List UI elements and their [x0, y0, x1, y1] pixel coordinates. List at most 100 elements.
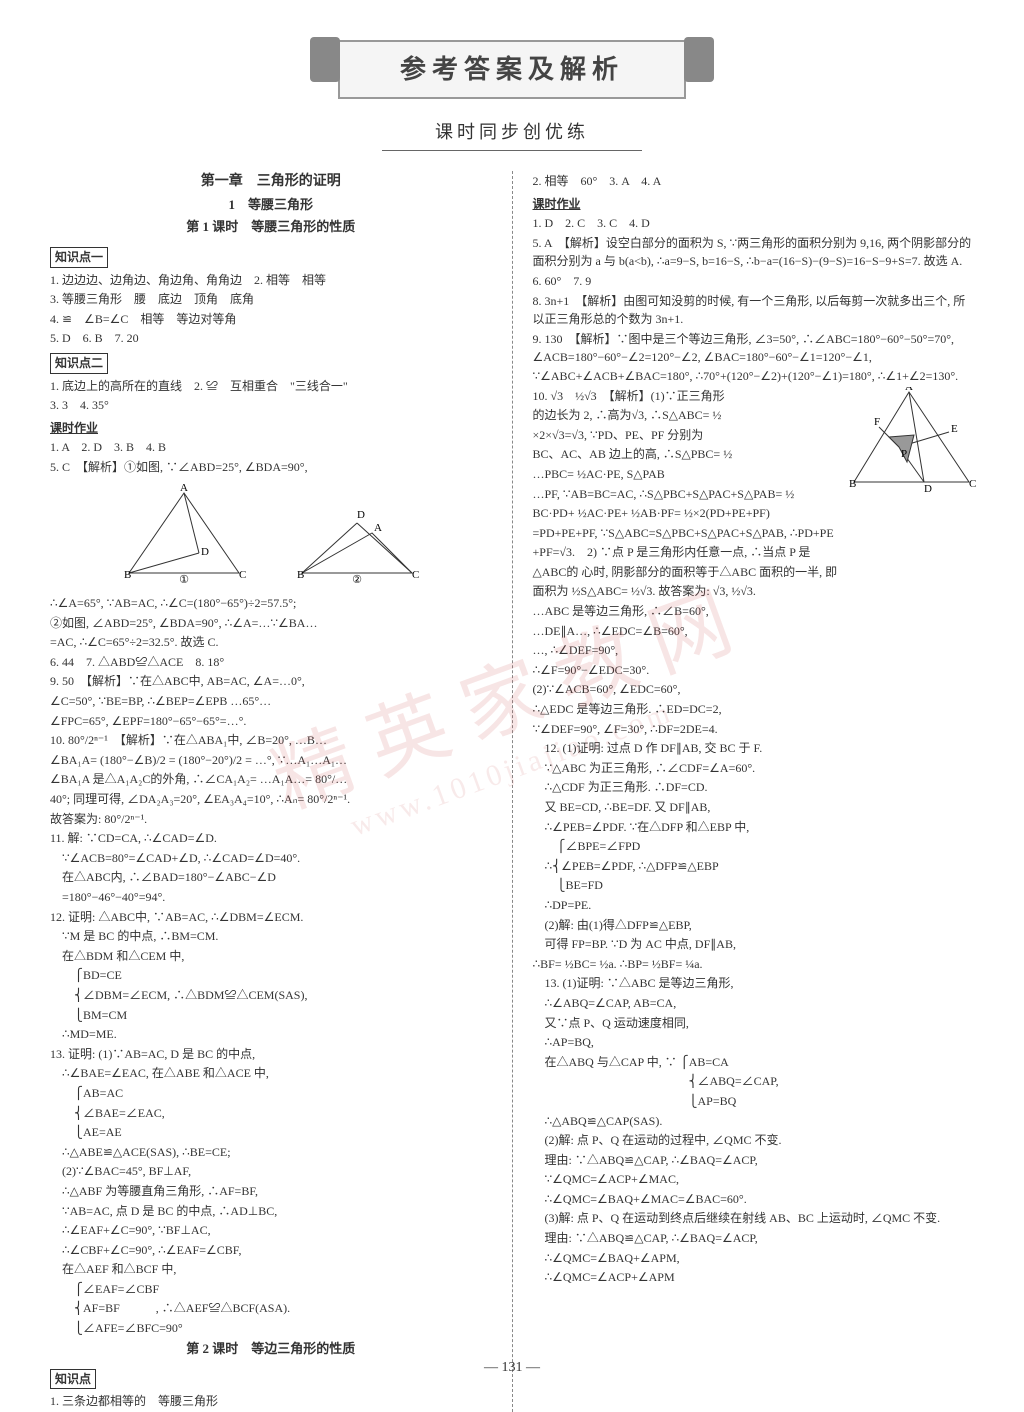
- answer-line: ⎩BE=FD: [533, 876, 975, 895]
- answer-line: ∴∠QMC=∠ACP+∠APM: [533, 1268, 975, 1287]
- answer-line: ∴BF= ½BC= ½a. ∴BP= ½BF= ¼a.: [533, 955, 975, 974]
- answer-line: ∴△ABF 为等腰直角三角形, ∴AF=BF,: [50, 1182, 492, 1201]
- svg-text:A: A: [374, 522, 382, 534]
- answer-line: +PF=√3. 2) ∵点 P 是三角形内任意一点, ∴当点 P 是: [533, 543, 975, 562]
- svg-text:B: B: [849, 478, 856, 490]
- answer-line: △ABC的 心时, 阴影部分的面积等于△ABC 面积的一半, 即: [533, 563, 975, 582]
- answer-line: (2)∵∠BAC=45°, BF⊥AF,: [50, 1162, 492, 1181]
- svg-text:P: P: [901, 448, 907, 460]
- answer-line: ∴△EDC 是等边三角形. ∴ED=DC=2,: [533, 700, 975, 719]
- answer-line: ⎩AE=AE: [50, 1123, 492, 1142]
- answer-line: ∴△CDF 为正三角形. ∴DF=CD.: [533, 778, 975, 797]
- answer-line: 40°; 同理可得, ∠DA₂A₃=20°, ∠EA₃A₄=10°, ∴Aₙ= …: [50, 790, 492, 809]
- banner: 参考答案及解析: [0, 0, 1024, 109]
- svg-text:E: E: [951, 423, 958, 435]
- right-column: 2. 相等 60° 3. A 4. A 课时作业 1. D 2. C 3. C …: [533, 171, 975, 1412]
- answer-line: 1. D 2. C 3. C 4. D: [533, 214, 975, 233]
- answer-line: 8. 3n+1 【解析】由图可知没剪的时候, 有一个三角形, 以后每剪一次就多出…: [533, 292, 975, 329]
- lesson1-title: 第 1 课时 等腰三角形的性质: [50, 217, 492, 237]
- answer-line: ②如图, ∠ABD=25°, ∠BDA=90°, ∴∠A=…∵∠BA…: [50, 614, 492, 633]
- answer-line: ∠BA₁A= (180°−∠B)/2 = (180°−20°)/2 = …°, …: [50, 751, 492, 770]
- answer-line: ∴∠QMC=∠BAQ+∠MAC=∠BAC=60°.: [533, 1190, 975, 1209]
- answer-line: 6. 60° 7. 9: [533, 272, 975, 291]
- answer-line: (2)解: 点 P、Q 在运动的过程中, ∠QMC 不变.: [533, 1131, 975, 1150]
- answer-line: ⎩∠AFE=∠BFC=90°: [50, 1319, 492, 1338]
- answer-line: 1. A 2. D 3. B 4. B: [50, 438, 492, 457]
- answer-line: 3. 3 4. 35°: [50, 396, 492, 415]
- answer-line: ∴△ABQ≌△CAP(SAS).: [533, 1112, 975, 1131]
- answer-line: 理由: ∵△ABQ≌△CAP, ∴∠BAQ=∠ACP,: [533, 1229, 975, 1248]
- triangle-diagram-3: A B C D E F P: [839, 387, 979, 497]
- answer-line: (3)解: 点 P、Q 在运动到终点后继续在射线 AB、BC 上运动时, ∠QM…: [533, 1209, 975, 1228]
- svg-text:A: A: [905, 387, 913, 393]
- answer-line: ∵∠QMC=∠ACP+∠MAC,: [533, 1170, 975, 1189]
- answer-line: …DE∥A…, ∴∠EDC=∠B=60°,: [533, 622, 975, 641]
- answer-line: ∴∠CBF+∠C=90°, ∴∠EAF=∠CBF,: [50, 1241, 492, 1260]
- answer-line: 12. 证明: △ABC中, ∵AB=AC, ∴∠DBM=∠ECM.: [50, 908, 492, 927]
- page-number: — 131 —: [0, 1357, 1024, 1378]
- answer-line: ∠C=50°, ∵BE=BP, ∴∠BEP=∠EPB …65°…: [50, 692, 492, 711]
- answer-line: ∴⎨∠PEB=∠PDF, ∴△DFP≌△EBP: [533, 857, 975, 876]
- answer-line: 1. 边边边、边角边、角边角、角角边 2. 相等 相等: [50, 271, 492, 290]
- homework-title: 课时作业: [533, 195, 975, 214]
- answer-line: ∵AB=AC, 点 D 是 BC 的中点, ∴AD⊥BC,: [50, 1202, 492, 1221]
- answer-line: ∴∠F=90°−∠EDC=30°.: [533, 661, 975, 680]
- svg-text:D: D: [357, 509, 365, 521]
- answer-line: =PD+PE+PF, ∵S△ABC=S△PBC+S△PAC+S△PAB, ∴PD…: [533, 524, 975, 543]
- answer-line: ∴∠QMC=∠BAQ+∠APM,: [533, 1249, 975, 1268]
- answer-line: ∴∠BAE=∠EAC, 在△ABE 和△ACE 中,: [50, 1064, 492, 1083]
- svg-text:F: F: [874, 416, 880, 428]
- answer-line: ∵∠ACB=80°=∠CAD+∠D, ∴∠CAD=∠D=40°.: [50, 849, 492, 868]
- svg-text:①: ①: [179, 574, 189, 583]
- answer-line: 9. 50 【解析】∵在△ABC中, AB=AC, ∠A=…0°,: [50, 672, 492, 691]
- answer-line: ∴∠PEB=∠PDF. ∵在△DFP 和△EBP 中,: [533, 818, 975, 837]
- answer-line: ⎩BM=CM: [50, 1006, 492, 1025]
- answer-line: ⎨∠BAE=∠EAC,: [50, 1104, 492, 1123]
- svg-text:D: D: [201, 546, 209, 558]
- answer-line: 又∵点 P、Q 运动速度相同,: [533, 1014, 975, 1033]
- answer-line: ∠BA₁A 是△A₁A₂C的外角, ∴∠CA₁A₂= …A₁A…= 80°/…: [50, 770, 492, 789]
- answer-line: ∴∠A=65°, ∵AB=AC, ∴∠C=(180°−65°)÷2=57.5°;: [50, 594, 492, 613]
- answer-line: 11. 解: ∵CD=CA, ∴∠CAD=∠D.: [50, 829, 492, 848]
- answer-line: ∴AP=BQ,: [533, 1033, 975, 1052]
- two-column-layout: 第一章 三角形的证明 1 等腰三角形 第 1 课时 等腰三角形的性质 知识点一 …: [0, 171, 1024, 1412]
- answer-line: 3. 等腰三角形 腰 底边 顶角 底角: [50, 290, 492, 309]
- answer-line: BC·PD+ ½AC·PE+ ½AB·PF= ½×2(PD+PE+PF): [533, 504, 975, 523]
- answer-line: ⎩AP=BQ: [533, 1092, 975, 1111]
- answer-line: ∴∠EAF+∠C=90°, ∵BF⊥AC,: [50, 1221, 492, 1240]
- column-divider: [512, 171, 513, 1412]
- answer-line: 10. 80°/2ⁿ⁻¹ 【解析】∵在△ABA₁中, ∠B=20°, …B…: [50, 731, 492, 750]
- answer-line: ∵△ABC 为正三角形, ∴∠CDF=∠A=60°.: [533, 759, 975, 778]
- chapter-title: 第一章 三角形的证明: [50, 171, 492, 193]
- answer-line: =180°−46°−40°=94°.: [50, 888, 492, 907]
- answer-line: ∵∠DEF=90°, ∠F=30°, ∴DF=2DE=4.: [533, 720, 975, 739]
- answer-line: 在△ABQ 与△CAP 中, ∵ ⎧AB=CA: [533, 1053, 975, 1072]
- svg-text:C: C: [239, 569, 246, 581]
- answer-line: 面积为 ½S△ABC= ½√3. 故答案为: √3, ½√3.: [533, 582, 975, 601]
- answer-line: 在△AEF 和△BCF 中,: [50, 1260, 492, 1279]
- svg-text:C: C: [412, 569, 419, 581]
- answer-line: ∴∠ABQ=∠CAP, AB=CA,: [533, 994, 975, 1013]
- answer-line: ∠FPC=65°, ∠EPF=180°−65°−65°=…°.: [50, 712, 492, 731]
- answer-line: ⎧AB=AC: [50, 1084, 492, 1103]
- answer-line: 在△BDM 和△CEM 中,: [50, 947, 492, 966]
- triangle-diagram-2: D A B C ②: [282, 483, 432, 583]
- answer-line: 可得 FP=BP. ∵D 为 AC 中点, DF∥AB,: [533, 935, 975, 954]
- answer-line: ⎨∠DBM=∠ECM, ∴△BDM≌△CEM(SAS),: [50, 986, 492, 1005]
- svg-text:B: B: [124, 569, 131, 581]
- answer-line: ⎧∠EAF=∠CBF: [50, 1280, 492, 1299]
- answer-line: 5. C 【解析】①如图, ∵∠ABD=25°, ∠BDA=90°,: [50, 458, 492, 477]
- knowledge-box-1: 知识点一: [50, 247, 108, 268]
- answer-line: (2)∵∠ACB=60°, ∠EDC=60°,: [533, 680, 975, 699]
- answer-line: 1. 三条边都相等的 等腰三角形: [50, 1392, 492, 1411]
- answer-line: 在△ABC内, ∴∠BAD=180°−∠ABC−∠D: [50, 868, 492, 887]
- answer-line: =AC, ∴∠C=65°÷2=32.5°. 故选 C.: [50, 633, 492, 652]
- svg-text:②: ②: [352, 574, 362, 583]
- section-title: 1 等腰三角形: [50, 195, 492, 215]
- answer-line: ⎧∠BPE=∠FPD: [533, 837, 975, 856]
- svg-text:D: D: [924, 483, 932, 495]
- answer-line: 13. 证明: (1)∵AB=AC, D 是 BC 的中点,: [50, 1045, 492, 1064]
- answer-line: ∴DP=PE.: [533, 896, 975, 915]
- svg-text:A: A: [180, 483, 188, 494]
- answer-line: 2. 相等 60° 3. A 4. A: [533, 172, 975, 191]
